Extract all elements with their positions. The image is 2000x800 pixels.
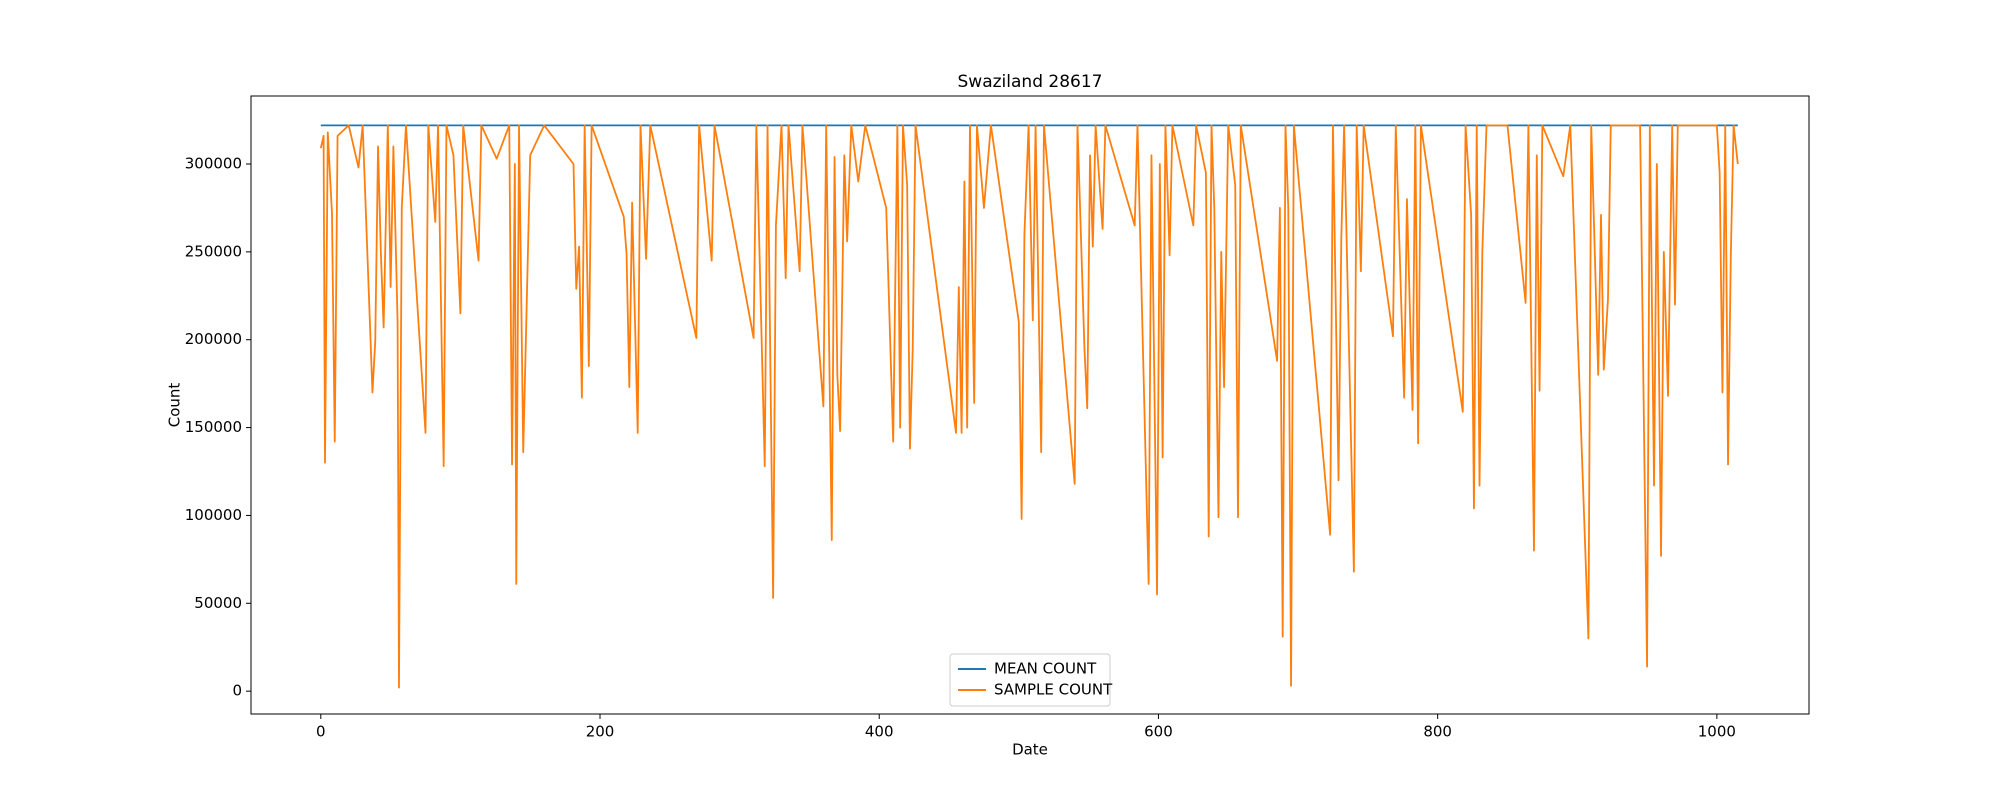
legend: MEAN COUNT SAMPLE COUNT [949, 653, 1113, 707]
series-line [319, 124, 1739, 689]
x-tick-label: 800 [1423, 723, 1452, 741]
legend-label: MEAN COUNT [994, 660, 1097, 678]
x-tick-label: 400 [865, 723, 894, 741]
legend-box [949, 653, 1111, 707]
y-tick-label: 50000 [194, 594, 242, 612]
plot-frame [250, 95, 1810, 715]
x-tick-label: 200 [586, 723, 615, 741]
y-tick-label: 250000 [185, 242, 242, 260]
x-tick-label: 600 [1144, 723, 1173, 741]
y-tick-label: 100000 [185, 506, 242, 524]
y-tick-label: 200000 [185, 330, 242, 348]
x-tick-label: 1000 [1698, 723, 1736, 741]
y-tick-label: 150000 [185, 418, 242, 436]
y-axis-label: Count [166, 383, 184, 428]
chart-title: Swaziland 28617 [958, 72, 1103, 92]
legend-label: SAMPLE COUNT [994, 681, 1113, 699]
x-axis-label: Date [1012, 741, 1048, 759]
y-tick-label: 0 [232, 682, 242, 700]
x-tick-label: 0 [316, 723, 326, 741]
y-tick-label: 300000 [185, 155, 242, 173]
